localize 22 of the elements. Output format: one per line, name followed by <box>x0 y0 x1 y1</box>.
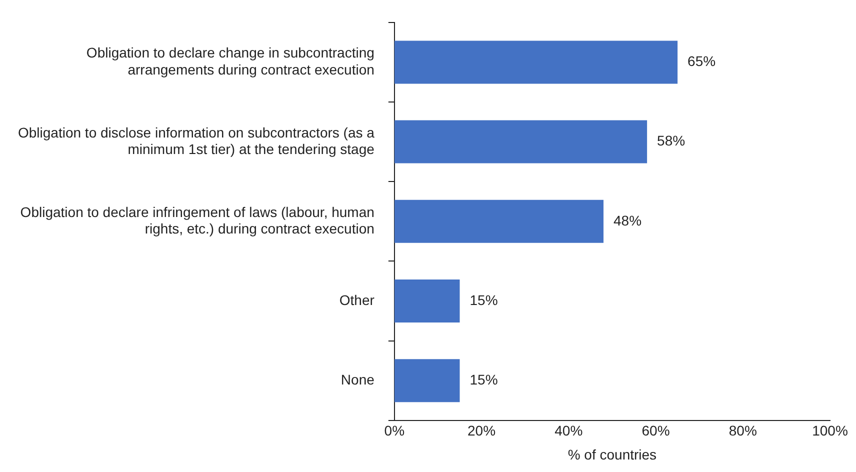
x-tick-label: 0% <box>384 422 405 439</box>
x-tick-label: 80% <box>728 422 757 439</box>
y-tick-label: Obligation to declare change in subcontracting arrangements during contract execution <box>86 44 374 78</box>
y-tick-label: Other <box>339 292 375 308</box>
bar <box>394 120 648 164</box>
data-label: 15% <box>470 371 498 388</box>
bar <box>394 359 460 402</box>
bar <box>394 40 678 84</box>
y-tick-label: Obligation to declare infringement of laws (labour, human rights, etc.) during contract execution <box>20 204 374 237</box>
data-label: 65% <box>688 53 716 70</box>
x-tick-label: 100% <box>812 422 848 439</box>
x-tick-label: 20% <box>468 422 496 439</box>
x-tick-label: 40% <box>554 422 583 439</box>
y-tick-label: None <box>340 371 375 388</box>
x-axis-title: % of countries <box>568 446 657 462</box>
x-tick-label: 60% <box>642 422 670 439</box>
data-label: 58% <box>657 132 686 149</box>
bar <box>394 280 460 322</box>
bar <box>394 200 604 243</box>
y-tick-label: Obligation to disclose information on subcontractors (as a minimum 1st tier) at the tendering stage <box>18 124 375 158</box>
data-label: 48% <box>613 212 642 228</box>
data-label: 15% <box>470 292 498 308</box>
